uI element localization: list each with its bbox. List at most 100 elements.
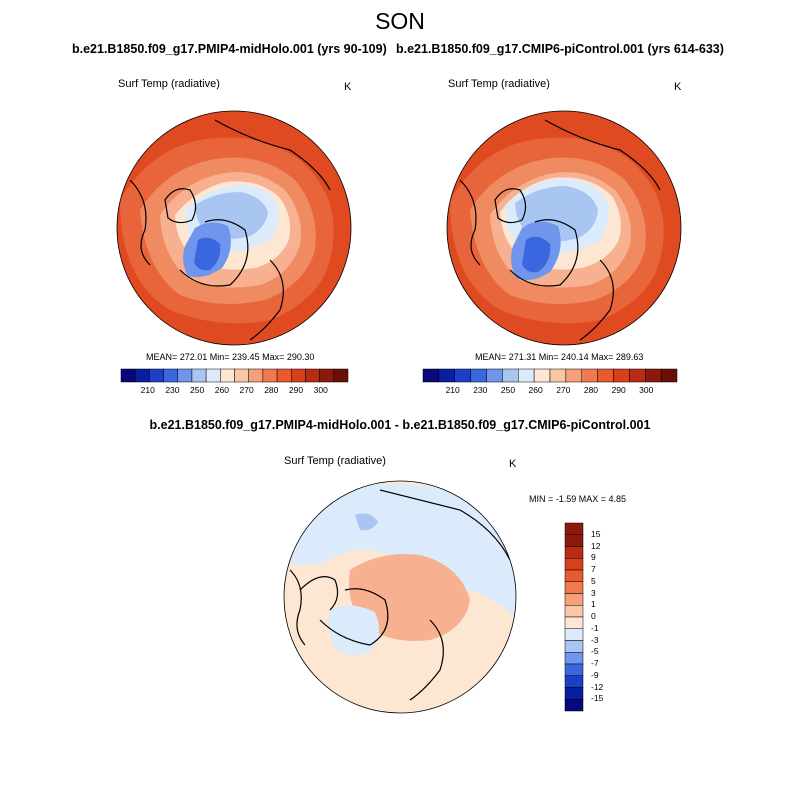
colorbar-left-swatch xyxy=(177,368,193,383)
colorbar-diff-swatch xyxy=(564,522,584,535)
map-left xyxy=(116,110,352,346)
colorbar-diff-tick-label: 0 xyxy=(591,611,596,621)
colorbar-right-swatch xyxy=(533,368,551,383)
colorbar-diff-swatch xyxy=(564,546,584,559)
colorbar-right-tick-label: 230 xyxy=(473,385,488,395)
colorbar-diff-swatch xyxy=(564,663,584,676)
map-diff-coast-archipelago xyxy=(299,576,339,611)
colorbar-diff-swatch xyxy=(564,652,584,665)
colorbar-diff-tick-label: -9 xyxy=(591,669,599,680)
right-field-label: Surf Temp (radiative) xyxy=(448,78,550,90)
colorbar-right-swatch xyxy=(565,368,582,383)
colorbar-right-swatch xyxy=(660,368,678,383)
colorbar-diff-tick-label: 15 xyxy=(591,528,601,539)
colorbar-left-swatch xyxy=(191,368,207,383)
map-right-coast-siberia xyxy=(544,119,661,191)
map-diff-coast-scandinavia xyxy=(409,619,444,701)
left-run-title: b.e21.B1850.f09_g17.PMIP4-midHolo.001 (y… xyxy=(72,42,387,56)
colorbar-left-tick-label: 250 xyxy=(190,385,205,395)
colorbar-right-swatch xyxy=(597,368,614,383)
colorbar-left-tick-label: 290 xyxy=(288,385,304,395)
colorbar-left-tick-label: 210 xyxy=(140,385,155,395)
colorbar-diff-swatch xyxy=(564,699,584,712)
right-stats: MEAN= 271.31 Min= 240.14 Max= 289.63 xyxy=(475,352,644,362)
map-left-coast-siberia xyxy=(214,119,331,191)
map-right xyxy=(446,110,682,346)
colorbar-right-tick-label: 300 xyxy=(639,385,654,395)
colorbar-diff-swatch xyxy=(564,534,584,547)
colorbar-right-swatch xyxy=(454,368,471,383)
colorbar-right-tick-label: 290 xyxy=(611,385,626,395)
colorbar-right-swatch xyxy=(613,368,630,383)
map-diff-band-pale-blue-greenland xyxy=(328,605,379,656)
colorbar-diff-tick-label: -5 xyxy=(591,646,599,657)
right-run-title: b.e21.B1850.f09_g17.CMIP6-piControl.001 … xyxy=(396,42,724,56)
colorbar-left-swatch xyxy=(163,368,178,383)
colorbar-left-swatch xyxy=(205,368,221,383)
map-right-coast-scandinavia xyxy=(579,259,614,341)
colorbar-diff-swatch xyxy=(564,628,584,641)
map-diff-coast-siberia xyxy=(379,489,511,561)
colorbar-right-tick-label: 270 xyxy=(556,385,571,395)
colorbar-right-tick-label: 260 xyxy=(528,385,543,395)
colorbar-left xyxy=(120,368,349,383)
colorbar-left-swatch xyxy=(234,368,249,383)
colorbar-right-swatch xyxy=(518,368,535,383)
colorbar-right-swatch xyxy=(549,368,567,383)
colorbar-diff-swatch xyxy=(564,616,584,629)
map-right-greenland-core xyxy=(522,236,551,273)
colorbar-diff-tick-label: -15 xyxy=(591,693,604,704)
colorbar-diff-tick-label: 7 xyxy=(591,564,596,574)
colorbar-diff xyxy=(564,522,584,712)
colorbar-right-swatch xyxy=(486,368,503,383)
colorbar-left-tick-label: 230 xyxy=(165,385,180,395)
colorbar-diff-tick-label: 1 xyxy=(591,599,596,610)
colorbar-diff-swatch xyxy=(564,581,584,594)
colorbar-right-swatch xyxy=(470,368,487,383)
map-left-coast-alaska-canada xyxy=(129,179,151,266)
colorbar-diff-tick-label: 5 xyxy=(591,575,596,586)
colorbar-diff-tick-label: -12 xyxy=(591,681,604,692)
map-left-coast-greenland xyxy=(179,219,249,287)
colorbar-left-swatch xyxy=(262,368,278,383)
left-field-label: Surf Temp (radiative) xyxy=(118,78,220,90)
colorbar-right-swatch xyxy=(629,368,646,383)
colorbar-left-swatch xyxy=(333,368,349,383)
right-unit-label: K xyxy=(674,81,682,93)
colorbar-left-swatch xyxy=(149,368,164,383)
left-unit-label: K xyxy=(344,81,352,93)
colorbar-right-swatch xyxy=(502,368,519,383)
map-left-border xyxy=(116,110,352,346)
map-right-border xyxy=(446,110,682,346)
colorbar-left-swatch xyxy=(248,368,264,383)
colorbar-right-swatch xyxy=(422,368,440,383)
colorbar-left-tick-label: 280 xyxy=(264,385,279,395)
colorbar-right-swatch xyxy=(581,368,598,383)
colorbar-diff-swatch xyxy=(564,640,584,653)
colorbar-left-swatch xyxy=(291,368,306,383)
colorbar-left-swatch xyxy=(220,368,235,383)
colorbar-right-swatch xyxy=(438,368,455,383)
map-right-coast-greenland xyxy=(509,219,579,287)
colorbar-left-tick-label: 300 xyxy=(313,385,328,395)
colorbar-right-tick-label: 280 xyxy=(583,385,599,395)
colorbar-right-swatch xyxy=(645,368,662,383)
diff-title: b.e21.B1850.f09_g17.PMIP4-midHolo.001 - … xyxy=(149,418,651,432)
colorbar-left-swatch xyxy=(134,368,150,383)
map-left-coast-scandinavia xyxy=(249,259,284,341)
colorbar-diff-tick-label: -1 xyxy=(591,622,599,633)
map-diff-coast-greenland xyxy=(319,588,389,646)
map-left-coast-archipelago xyxy=(164,188,197,224)
colorbar-diff-swatch xyxy=(564,593,584,606)
colorbar-right-tick-label: 250 xyxy=(500,385,516,395)
map-diff-band-light-orange xyxy=(349,554,470,641)
left-stats: MEAN= 272.01 Min= 239.45 Max= 290.30 xyxy=(146,352,315,362)
colorbar-left-swatch xyxy=(276,368,292,383)
diff-unit-label: K xyxy=(509,458,517,470)
colorbar-diff-tick-label: -7 xyxy=(591,658,599,668)
colorbar-diff-swatch xyxy=(564,687,584,700)
colorbar-left-swatch xyxy=(305,368,320,383)
colorbar-diff-tick-label: -3 xyxy=(591,634,599,645)
map-diff xyxy=(283,480,517,714)
